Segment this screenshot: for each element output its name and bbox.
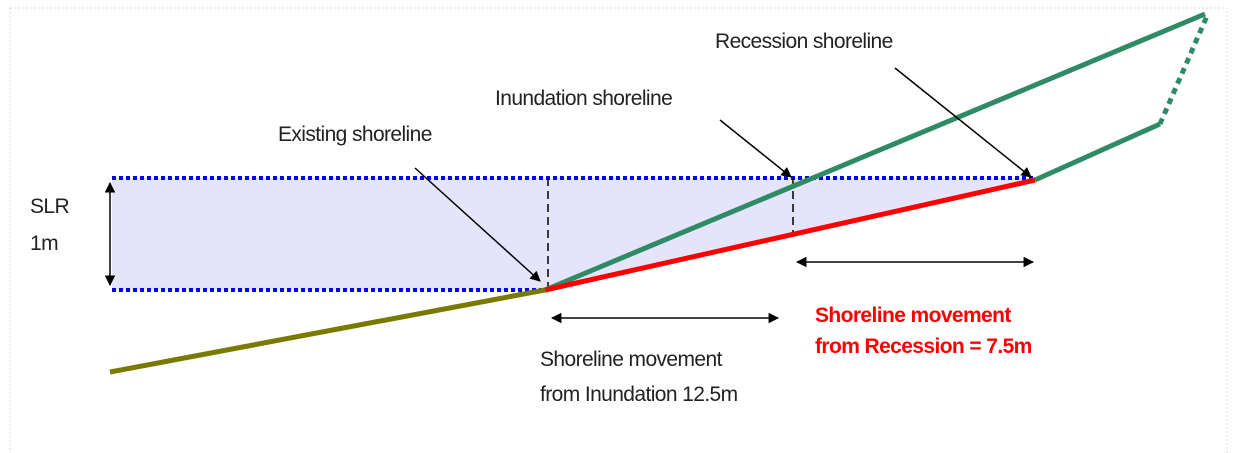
movement-label: Shoreline movement bbox=[815, 304, 1011, 327]
slr-label: SLR bbox=[30, 195, 69, 218]
recession-profile-dotted bbox=[1157, 15, 1210, 125]
callout-arrow bbox=[894, 67, 1032, 178]
callout-arrow bbox=[414, 167, 541, 282]
inundation-profile bbox=[544, 11, 1206, 293]
callout-arrow bbox=[719, 119, 792, 178]
movement-label: from Inundation 12.5m bbox=[540, 383, 738, 406]
movement-label: from Recession = 7.5m bbox=[815, 335, 1032, 358]
recession-profile bbox=[1033, 121, 1162, 183]
recession-slope bbox=[544, 177, 1036, 293]
callout-label: Recession shoreline bbox=[715, 30, 893, 53]
callout-label: Existing shoreline bbox=[278, 123, 432, 146]
slr-area bbox=[112, 178, 1035, 290]
slr-amount: 1m bbox=[30, 232, 58, 255]
existing-profile bbox=[109, 287, 546, 375]
movement-label: Shoreline movement bbox=[540, 348, 723, 371]
frame bbox=[9, 7, 1228, 453]
callout-label: Inundation shoreline bbox=[495, 87, 672, 110]
